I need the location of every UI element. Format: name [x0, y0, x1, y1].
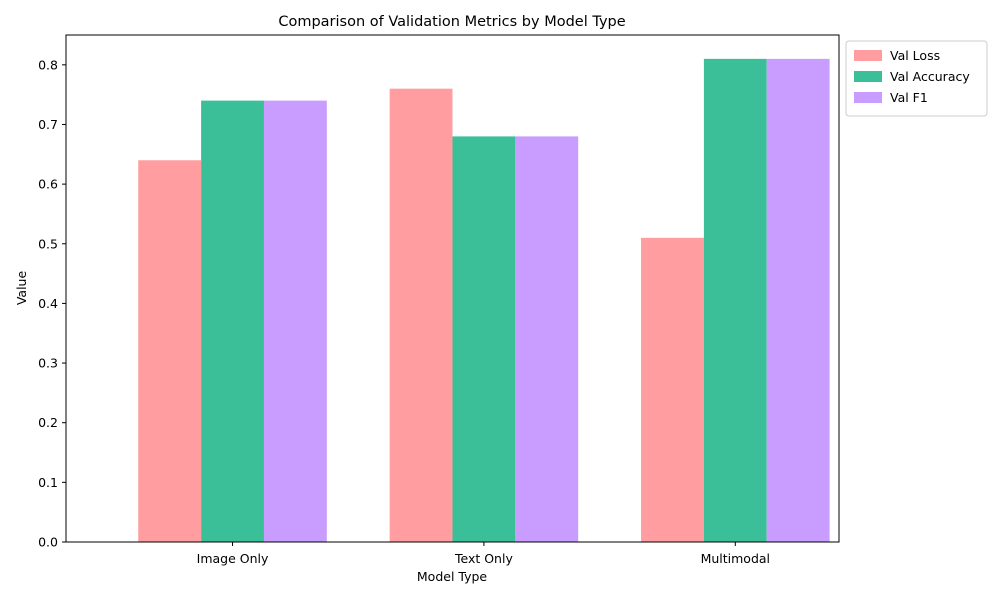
y-tick-label: 0.7: [38, 117, 58, 132]
legend-label: Val Accuracy: [890, 69, 970, 84]
legend-label: Val F1: [890, 90, 928, 105]
y-tick-label: 0.4: [38, 296, 58, 311]
chart-title: Comparison of Validation Metrics by Mode…: [278, 14, 625, 30]
bar-val-accuracy-image-only: [201, 100, 264, 543]
bar-val-loss-image-only: [138, 160, 202, 542]
bar-val-f1-image-only: [263, 100, 327, 543]
y-tick-label: 0.3: [38, 356, 58, 371]
x-axis: Image Only Text Only Multimodal: [197, 542, 770, 566]
bar-val-loss-text-only: [389, 88, 453, 543]
x-axis-label: Model Type: [417, 569, 488, 584]
bar-val-accuracy-multimodal: [703, 58, 767, 543]
x-tick-label: Image Only: [197, 551, 269, 566]
y-tick-label: 0.5: [38, 236, 58, 251]
bar-val-f1-multimodal: [766, 58, 830, 543]
x-tick-label: Text Only: [454, 551, 513, 566]
legend-swatch: [854, 71, 882, 82]
x-tick-label: Multimodal: [701, 551, 770, 566]
bars-group: [138, 58, 830, 543]
y-tick-label: 0.0: [38, 535, 58, 550]
y-axis: 0.0 0.1 0.2 0.3 0.4 0.5 0.6 0.7 0.8: [38, 57, 66, 550]
bar-val-f1-text-only: [515, 136, 579, 542]
y-tick-label: 0.8: [38, 57, 58, 72]
y-tick-label: 0.2: [38, 415, 58, 430]
y-axis-label: Value: [14, 271, 29, 306]
legend-label: Val Loss: [890, 48, 940, 63]
legend-swatch: [854, 92, 882, 103]
bar-val-loss-multimodal: [641, 237, 704, 543]
y-tick-label: 0.6: [38, 177, 58, 192]
y-tick-label: 0.1: [38, 475, 58, 490]
legend: Val Loss Val Accuracy Val F1: [845, 40, 988, 117]
legend-swatch: [854, 50, 882, 61]
bar-val-accuracy-text-only: [452, 136, 516, 542]
plot-frame: [65, 34, 840, 543]
